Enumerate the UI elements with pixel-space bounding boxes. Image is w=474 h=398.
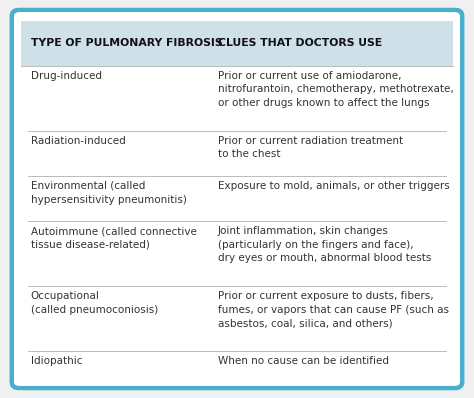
Text: CLUES THAT DOCTORS USE: CLUES THAT DOCTORS USE bbox=[218, 38, 382, 48]
Text: When no cause can be identified: When no cause can be identified bbox=[218, 356, 389, 366]
Bar bbox=[21, 222, 453, 287]
Bar bbox=[21, 287, 453, 351]
FancyBboxPatch shape bbox=[12, 10, 462, 388]
Bar bbox=[21, 21, 453, 66]
Text: Autoimmune (called connective
tissue disease-related): Autoimmune (called connective tissue dis… bbox=[31, 226, 197, 250]
Text: Radiation-induced: Radiation-induced bbox=[31, 136, 126, 146]
Bar bbox=[21, 66, 453, 131]
Text: Prior or current exposure to dusts, fibers,
fumes, or vapors that can cause PF (: Prior or current exposure to dusts, fibe… bbox=[218, 291, 449, 328]
Text: Prior or current use of amiodarone,
nitrofurantoin, chemotherapy, methotrexate,
: Prior or current use of amiodarone, nitr… bbox=[218, 71, 454, 108]
Text: TYPE OF PULMONARY FIBROSIS: TYPE OF PULMONARY FIBROSIS bbox=[31, 38, 222, 48]
Text: Joint inflammation, skin changes
(particularly on the fingers and face),
dry eye: Joint inflammation, skin changes (partic… bbox=[218, 226, 431, 263]
Bar bbox=[21, 351, 453, 387]
Text: Occupational
(called pneumoconiosis): Occupational (called pneumoconiosis) bbox=[31, 291, 158, 315]
Text: Exposure to mold, animals, or other triggers: Exposure to mold, animals, or other trig… bbox=[218, 181, 450, 191]
Text: Drug-induced: Drug-induced bbox=[31, 71, 102, 81]
Bar bbox=[21, 176, 453, 222]
Text: Idiopathic: Idiopathic bbox=[31, 356, 82, 366]
Bar bbox=[21, 131, 453, 176]
Text: Environmental (called
hypersensitivity pneumonitis): Environmental (called hypersensitivity p… bbox=[31, 181, 187, 205]
Text: Prior or current radiation treatment
to the chest: Prior or current radiation treatment to … bbox=[218, 136, 403, 159]
